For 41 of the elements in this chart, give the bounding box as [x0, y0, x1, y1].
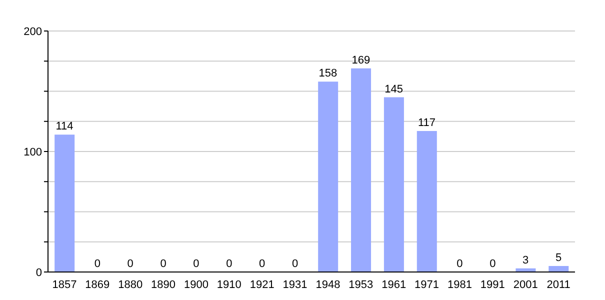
- data-label: 169: [352, 54, 370, 66]
- data-label: 0: [94, 258, 100, 270]
- x-tick-label: 1857: [52, 278, 77, 291]
- data-label: 0: [226, 258, 232, 270]
- data-label: 0: [259, 258, 266, 270]
- x-tick-label: 1953: [348, 278, 374, 291]
- x-tick-label: 1961: [382, 278, 406, 291]
- x-tick-label: 1991: [480, 278, 505, 291]
- x-tick-label: 1981: [447, 278, 472, 291]
- data-label: 0: [292, 258, 298, 270]
- data-label: 117: [418, 117, 436, 130]
- data-label: 0: [456, 258, 463, 270]
- x-tick-label: 1869: [85, 278, 110, 291]
- bar: [548, 266, 569, 272]
- x-tick-label: 1910: [216, 278, 242, 291]
- bar: [416, 131, 437, 272]
- x-tick-label: 1971: [414, 278, 440, 291]
- x-tick-label: 1900: [184, 278, 208, 291]
- data-label: 3: [522, 254, 529, 266]
- bar: [318, 82, 338, 272]
- y-tick-label: 100: [24, 146, 42, 158]
- data-label: 0: [193, 258, 200, 270]
- data-label: 114: [56, 120, 74, 133]
- y-tick-label: 200: [24, 26, 42, 38]
- bar: [54, 134, 75, 272]
- bar: [351, 68, 372, 272]
- x-tick-label: 1890: [151, 278, 176, 291]
- data-label: 0: [160, 258, 166, 270]
- data-label: 0: [490, 258, 496, 270]
- data-label: 145: [384, 83, 404, 96]
- x-tick-label: 1921: [250, 278, 274, 291]
- x-tick-label: 1948: [316, 278, 340, 291]
- x-tick-label: 2001: [513, 278, 538, 291]
- x-tick-label: 1880: [118, 278, 143, 291]
- data-label: 5: [555, 252, 562, 264]
- y-tick-label: 0: [36, 266, 42, 279]
- data-label: 158: [318, 68, 338, 80]
- x-tick-label: 1931: [282, 278, 308, 291]
- data-label: 0: [127, 258, 134, 270]
- x-tick-label: 2011: [546, 278, 570, 291]
- bar: [384, 97, 404, 272]
